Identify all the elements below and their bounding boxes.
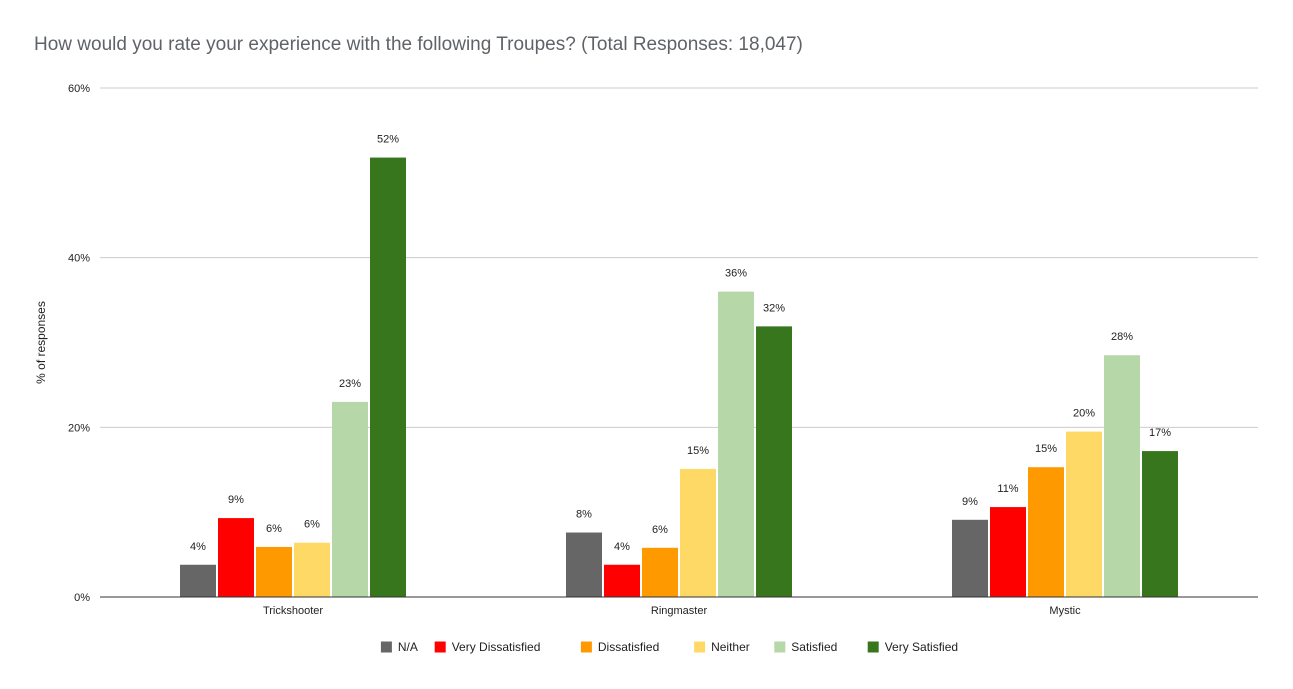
bar — [604, 564, 640, 597]
data-label: 6% — [266, 523, 282, 535]
legend-swatch — [694, 641, 706, 653]
legend-label: Neither — [711, 640, 750, 654]
legend-swatch — [774, 641, 786, 653]
bar — [566, 532, 602, 597]
bar — [642, 547, 678, 597]
data-label: 6% — [652, 524, 668, 536]
data-label: 36% — [725, 268, 747, 280]
legend-swatch — [867, 641, 879, 653]
bar — [718, 291, 754, 597]
data-label: 9% — [962, 496, 978, 508]
data-label: 11% — [997, 483, 1018, 495]
data-label: 52% — [377, 134, 399, 146]
bar — [1142, 451, 1178, 597]
data-label: 15% — [1035, 443, 1057, 455]
bar — [1028, 467, 1064, 597]
y-tick-label: 60% — [68, 83, 90, 95]
x-tick-label: Ringmaster — [651, 605, 708, 617]
bar — [370, 157, 406, 597]
data-label: 28% — [1111, 331, 1133, 343]
bar — [952, 519, 988, 597]
data-label: 4% — [614, 541, 630, 553]
bar — [332, 401, 368, 597]
data-label: 9% — [228, 494, 244, 506]
legend-swatch — [380, 641, 392, 653]
legend-label: Very Dissatisfied — [452, 640, 541, 654]
data-label: 4% — [190, 541, 206, 553]
y-tick-label: 0% — [74, 592, 90, 604]
bar — [990, 507, 1026, 597]
data-label: 6% — [304, 519, 320, 531]
data-label: 32% — [763, 302, 785, 314]
legend-label: Very Satisfied — [885, 640, 958, 654]
chart-title: How would you rate your experience with … — [34, 34, 803, 55]
legend-swatch — [434, 641, 446, 653]
bar — [1104, 355, 1140, 597]
y-tick-label: 20% — [68, 422, 90, 434]
bar — [294, 542, 330, 597]
data-label: 17% — [1149, 427, 1171, 439]
x-tick-label: Trickshooter — [263, 605, 323, 617]
bar — [680, 468, 716, 597]
data-label: 20% — [1073, 408, 1095, 420]
bar — [180, 564, 216, 597]
bar — [756, 326, 792, 597]
data-label: 15% — [687, 445, 709, 457]
data-label: 8% — [576, 509, 592, 521]
legend-label: Dissatisfied — [598, 640, 659, 654]
data-label: 23% — [339, 378, 361, 390]
legend-swatch — [580, 641, 592, 653]
y-tick-label: 40% — [68, 253, 90, 265]
bar — [218, 518, 254, 597]
legend-label: N/A — [398, 640, 418, 654]
x-tick-label: Mystic — [1049, 605, 1081, 617]
y-axis-title: % of responses — [34, 301, 48, 384]
bar — [1066, 431, 1102, 597]
bar — [256, 546, 292, 597]
legend-label: Satisfied — [791, 640, 837, 654]
